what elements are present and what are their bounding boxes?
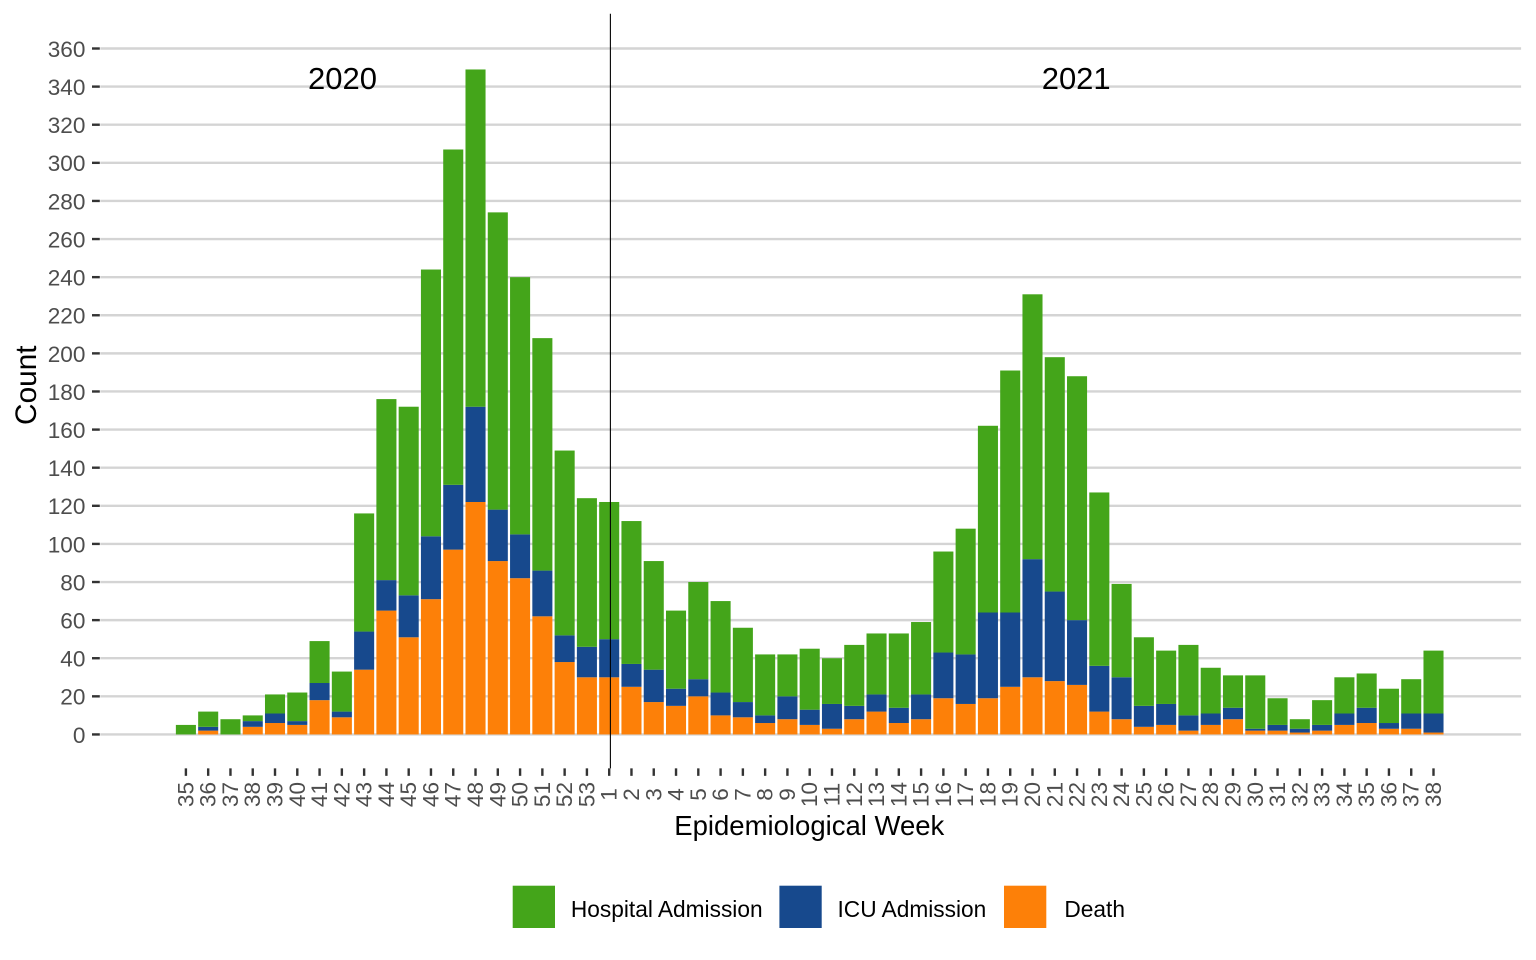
svg-text:35: 35 bbox=[173, 782, 198, 807]
svg-text:0: 0 bbox=[73, 723, 86, 748]
svg-text:25: 25 bbox=[1131, 782, 1156, 807]
svg-text:340: 340 bbox=[48, 75, 86, 100]
svg-text:47: 47 bbox=[441, 782, 466, 807]
svg-text:6: 6 bbox=[708, 788, 733, 801]
svg-text:37: 37 bbox=[1399, 782, 1424, 807]
svg-text:46: 46 bbox=[418, 782, 443, 807]
svg-text:140: 140 bbox=[48, 456, 86, 481]
svg-text:51: 51 bbox=[530, 782, 555, 807]
svg-text:280: 280 bbox=[48, 189, 86, 214]
svg-text:35: 35 bbox=[1354, 782, 1379, 807]
svg-text:18: 18 bbox=[975, 782, 1000, 807]
svg-text:44: 44 bbox=[374, 782, 399, 807]
svg-text:5: 5 bbox=[686, 788, 711, 801]
svg-text:12: 12 bbox=[842, 782, 867, 807]
svg-text:Epidemiological Week: Epidemiological Week bbox=[674, 810, 944, 841]
svg-text:50: 50 bbox=[508, 782, 533, 807]
svg-text:120: 120 bbox=[48, 494, 86, 519]
svg-text:200: 200 bbox=[48, 342, 86, 367]
svg-text:2020: 2020 bbox=[308, 61, 377, 96]
svg-text:Count: Count bbox=[10, 345, 43, 425]
svg-text:3: 3 bbox=[641, 788, 666, 801]
svg-text:13: 13 bbox=[864, 782, 889, 807]
svg-text:2: 2 bbox=[619, 788, 644, 801]
svg-text:9: 9 bbox=[775, 788, 800, 801]
svg-text:41: 41 bbox=[307, 782, 332, 807]
svg-text:16: 16 bbox=[931, 782, 956, 807]
svg-text:260: 260 bbox=[48, 227, 86, 252]
svg-text:28: 28 bbox=[1198, 782, 1223, 807]
svg-text:33: 33 bbox=[1310, 782, 1335, 807]
svg-text:160: 160 bbox=[48, 418, 86, 443]
svg-text:20: 20 bbox=[60, 685, 85, 710]
svg-text:320: 320 bbox=[48, 113, 86, 138]
svg-text:14: 14 bbox=[886, 782, 911, 807]
svg-text:220: 220 bbox=[48, 304, 86, 329]
svg-text:32: 32 bbox=[1287, 782, 1312, 807]
svg-text:11: 11 bbox=[819, 783, 844, 806]
svg-text:17: 17 bbox=[953, 782, 978, 807]
svg-text:42: 42 bbox=[329, 782, 354, 807]
svg-text:36: 36 bbox=[1376, 782, 1401, 807]
svg-text:21: 21 bbox=[1042, 782, 1067, 807]
svg-text:30: 30 bbox=[1243, 782, 1268, 807]
svg-text:8: 8 bbox=[753, 788, 778, 801]
svg-text:23: 23 bbox=[1087, 782, 1112, 807]
svg-text:39: 39 bbox=[263, 782, 288, 807]
svg-text:1: 1 bbox=[597, 788, 622, 801]
svg-text:100: 100 bbox=[48, 532, 86, 557]
svg-text:Hospital Admission: Hospital Admission bbox=[571, 896, 763, 922]
svg-text:24: 24 bbox=[1109, 782, 1134, 807]
svg-text:240: 240 bbox=[48, 266, 86, 291]
svg-text:180: 180 bbox=[48, 380, 86, 405]
svg-text:27: 27 bbox=[1176, 782, 1201, 807]
svg-text:45: 45 bbox=[396, 782, 421, 807]
svg-text:34: 34 bbox=[1332, 782, 1357, 807]
svg-text:360: 360 bbox=[48, 37, 86, 62]
svg-text:49: 49 bbox=[485, 782, 510, 807]
svg-text:7: 7 bbox=[730, 788, 755, 801]
svg-text:38: 38 bbox=[240, 782, 265, 807]
svg-text:15: 15 bbox=[909, 782, 934, 807]
svg-text:10: 10 bbox=[797, 782, 822, 807]
svg-text:19: 19 bbox=[998, 782, 1023, 807]
svg-text:300: 300 bbox=[48, 151, 86, 176]
svg-text:31: 31 bbox=[1265, 782, 1290, 807]
svg-text:36: 36 bbox=[196, 782, 221, 807]
svg-text:43: 43 bbox=[352, 782, 377, 807]
svg-text:60: 60 bbox=[60, 609, 85, 634]
svg-text:40: 40 bbox=[60, 647, 85, 672]
svg-text:Death: Death bbox=[1064, 896, 1125, 922]
svg-text:26: 26 bbox=[1154, 782, 1179, 807]
svg-text:2021: 2021 bbox=[1042, 61, 1111, 96]
svg-text:52: 52 bbox=[552, 782, 577, 807]
svg-text:80: 80 bbox=[60, 570, 85, 595]
svg-text:37: 37 bbox=[218, 782, 243, 807]
svg-text:29: 29 bbox=[1220, 782, 1245, 807]
svg-text:22: 22 bbox=[1065, 782, 1090, 807]
svg-text:38: 38 bbox=[1421, 782, 1446, 807]
svg-text:ICU Admission: ICU Admission bbox=[838, 896, 987, 922]
svg-text:53: 53 bbox=[574, 782, 599, 807]
svg-text:20: 20 bbox=[1020, 782, 1045, 807]
svg-text:4: 4 bbox=[664, 788, 689, 801]
svg-text:48: 48 bbox=[463, 782, 488, 807]
svg-text:40: 40 bbox=[285, 782, 310, 807]
